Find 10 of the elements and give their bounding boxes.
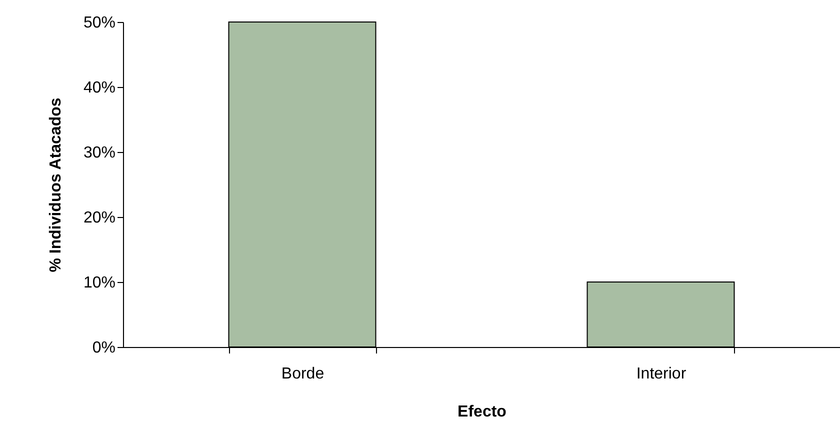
y-axis-title: % Individuos Atacados — [47, 98, 64, 272]
y-tick-label: 10% — [83, 274, 116, 292]
y-tick-label: 40% — [83, 80, 116, 96]
x-axis-title: Efecto — [458, 404, 507, 420]
x-tick-label: Interior — [636, 366, 687, 382]
y-tick-label: 50% — [83, 14, 116, 32]
y-tick-label: 20% — [83, 210, 116, 226]
y-tick-label: 0% — [92, 340, 116, 356]
y-tick-label: 30% — [83, 144, 116, 162]
x-tick-label: Borde — [281, 366, 324, 382]
